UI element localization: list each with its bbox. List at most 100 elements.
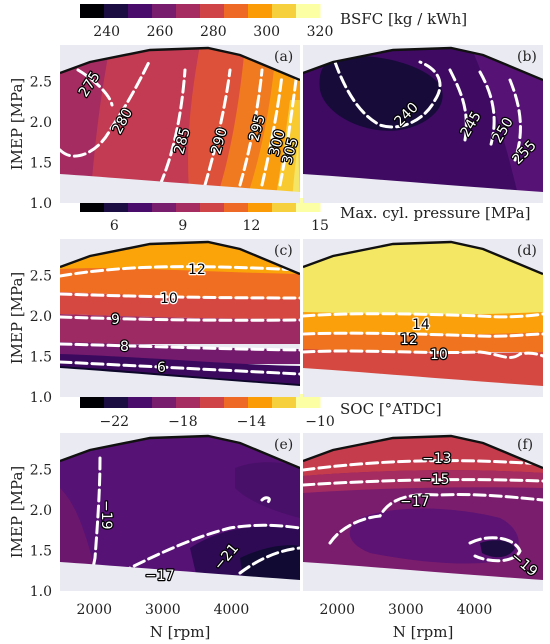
colorbar-title-soc: SOC [°ATDC] xyxy=(340,400,442,418)
panel-label: (c) xyxy=(274,243,293,259)
colorbar-swatch xyxy=(128,394,153,408)
y-tick-label: 1.5 xyxy=(30,543,52,559)
y-axis-label: IMEP [MPa] xyxy=(8,78,26,171)
contour-label: −13 xyxy=(422,451,452,467)
contour-label: 10 xyxy=(160,291,178,307)
panel-label: (b) xyxy=(517,49,537,65)
colorbar-tick-label: 320 xyxy=(307,24,334,40)
colorbar-tick-label: 6 xyxy=(110,218,119,234)
colorbar-tick-label: 15 xyxy=(311,218,329,234)
contour-line xyxy=(303,312,543,319)
contour-label: 10 xyxy=(430,347,448,363)
contour-line xyxy=(260,496,271,504)
colorbar-tick-label: 12 xyxy=(243,218,261,234)
y-tick-label: 2.5 xyxy=(30,462,52,478)
contour-line xyxy=(333,60,442,129)
region xyxy=(470,45,543,203)
contour-line xyxy=(158,68,187,187)
contour-line xyxy=(90,456,102,575)
contour-label: 12 xyxy=(400,332,418,348)
contour-label: 8 xyxy=(120,339,129,355)
colorbar-swatch xyxy=(80,394,105,408)
mask-above-fullload xyxy=(303,45,543,80)
mask-below-minload xyxy=(60,368,300,397)
mask-above-fullload xyxy=(303,239,543,274)
colorbar-swatch xyxy=(200,4,225,18)
full-load-line xyxy=(303,46,543,82)
x-tick-label: 4000 xyxy=(214,602,250,618)
colorbar-swatch xyxy=(176,394,201,408)
contour-line xyxy=(238,68,264,187)
mask-above-fullload xyxy=(60,433,300,468)
contour-line xyxy=(478,70,496,150)
panel-f: −13 −15 −17 −19 (f) xyxy=(303,433,543,591)
contour-label: 14 xyxy=(412,317,430,333)
contour-label: 12 xyxy=(188,262,206,278)
colorbar-swatch xyxy=(128,4,153,18)
contour-label: 295 xyxy=(246,113,268,143)
colorbar-swatch xyxy=(272,4,297,18)
contour-line xyxy=(328,493,543,545)
colorbar-swatch xyxy=(200,394,225,408)
contour-line xyxy=(303,459,543,472)
colorbar-tick-label: −22 xyxy=(100,414,130,430)
y-tick-label: 2.5 xyxy=(30,268,52,284)
x-tick-labels: 2000 3000 4000 2000 3000 4000 xyxy=(76,602,492,618)
colorbar-ticks-soc: −22 −18 −14 −10 xyxy=(100,414,335,430)
contour-label: −17 xyxy=(400,494,430,510)
colorbar-swatch xyxy=(104,394,129,408)
contour-line xyxy=(60,265,300,278)
colorbar-tick-label: −18 xyxy=(168,414,198,430)
colorbar-swatch xyxy=(80,4,105,18)
y-tick-label: 1.0 xyxy=(30,584,52,600)
colorbar-swatch xyxy=(296,4,321,18)
contour-line xyxy=(303,478,543,487)
colorbar-swatch xyxy=(176,4,201,18)
full-load-line xyxy=(60,46,300,82)
contour-line xyxy=(118,523,300,575)
full-load-line xyxy=(60,240,300,276)
region xyxy=(60,268,300,299)
contour-line xyxy=(468,536,522,563)
region xyxy=(303,470,543,493)
contour-line xyxy=(60,292,300,300)
colorbar-swatch xyxy=(296,394,321,408)
x-tick-label: 2000 xyxy=(76,602,112,618)
x-tick-label: 4000 xyxy=(457,602,493,618)
colorbar-swatch xyxy=(272,394,297,408)
panel-b: 240 245 250 255 (b) xyxy=(303,45,543,203)
x-tick-label: 3000 xyxy=(145,602,181,618)
mask-below-minload xyxy=(303,368,543,397)
panel-label: (d) xyxy=(517,243,537,259)
y-tick-label: 1.5 xyxy=(30,349,52,365)
colorbar-swatch xyxy=(224,4,249,18)
mask-above-fullload xyxy=(303,433,543,468)
region xyxy=(480,540,515,558)
colorbar-soc xyxy=(80,394,321,408)
y-tick-label: 2.5 xyxy=(30,74,52,90)
colorbar-swatch xyxy=(104,4,129,18)
panel-c: 12 10 9 8 6 (c) xyxy=(60,239,300,397)
panel-label: (e) xyxy=(274,437,293,453)
mask-below-minload xyxy=(60,562,300,591)
contour-line xyxy=(303,349,543,359)
y-tick-label: 2.0 xyxy=(30,503,52,519)
colorbar-tick-label: 260 xyxy=(147,24,174,40)
panel-label: (a) xyxy=(274,49,293,65)
contour-label: −15 xyxy=(420,472,450,488)
contour-line xyxy=(60,360,300,376)
y-axis-label: IMEP [MPa] xyxy=(8,272,26,365)
panel-label: (f) xyxy=(517,437,533,453)
contour-line xyxy=(278,78,298,187)
mask-below-minload xyxy=(303,562,543,591)
region xyxy=(292,140,300,203)
full-load-line xyxy=(303,240,543,276)
y-tick-labels: 1.0 1.5 2.0 2.5 1.0 1.5 2.0 2.5 1.0 1.5 2.0 2.5 xyxy=(30,74,52,600)
colorbar-tick-label: −14 xyxy=(237,414,267,430)
mask-above-fullload xyxy=(60,239,300,274)
mask-below-minload xyxy=(60,174,300,203)
colorbar-swatch xyxy=(224,394,249,408)
y-tick-label: 2.0 xyxy=(30,309,52,325)
colorbar-swatch xyxy=(248,394,273,408)
full-load-line xyxy=(60,434,300,470)
